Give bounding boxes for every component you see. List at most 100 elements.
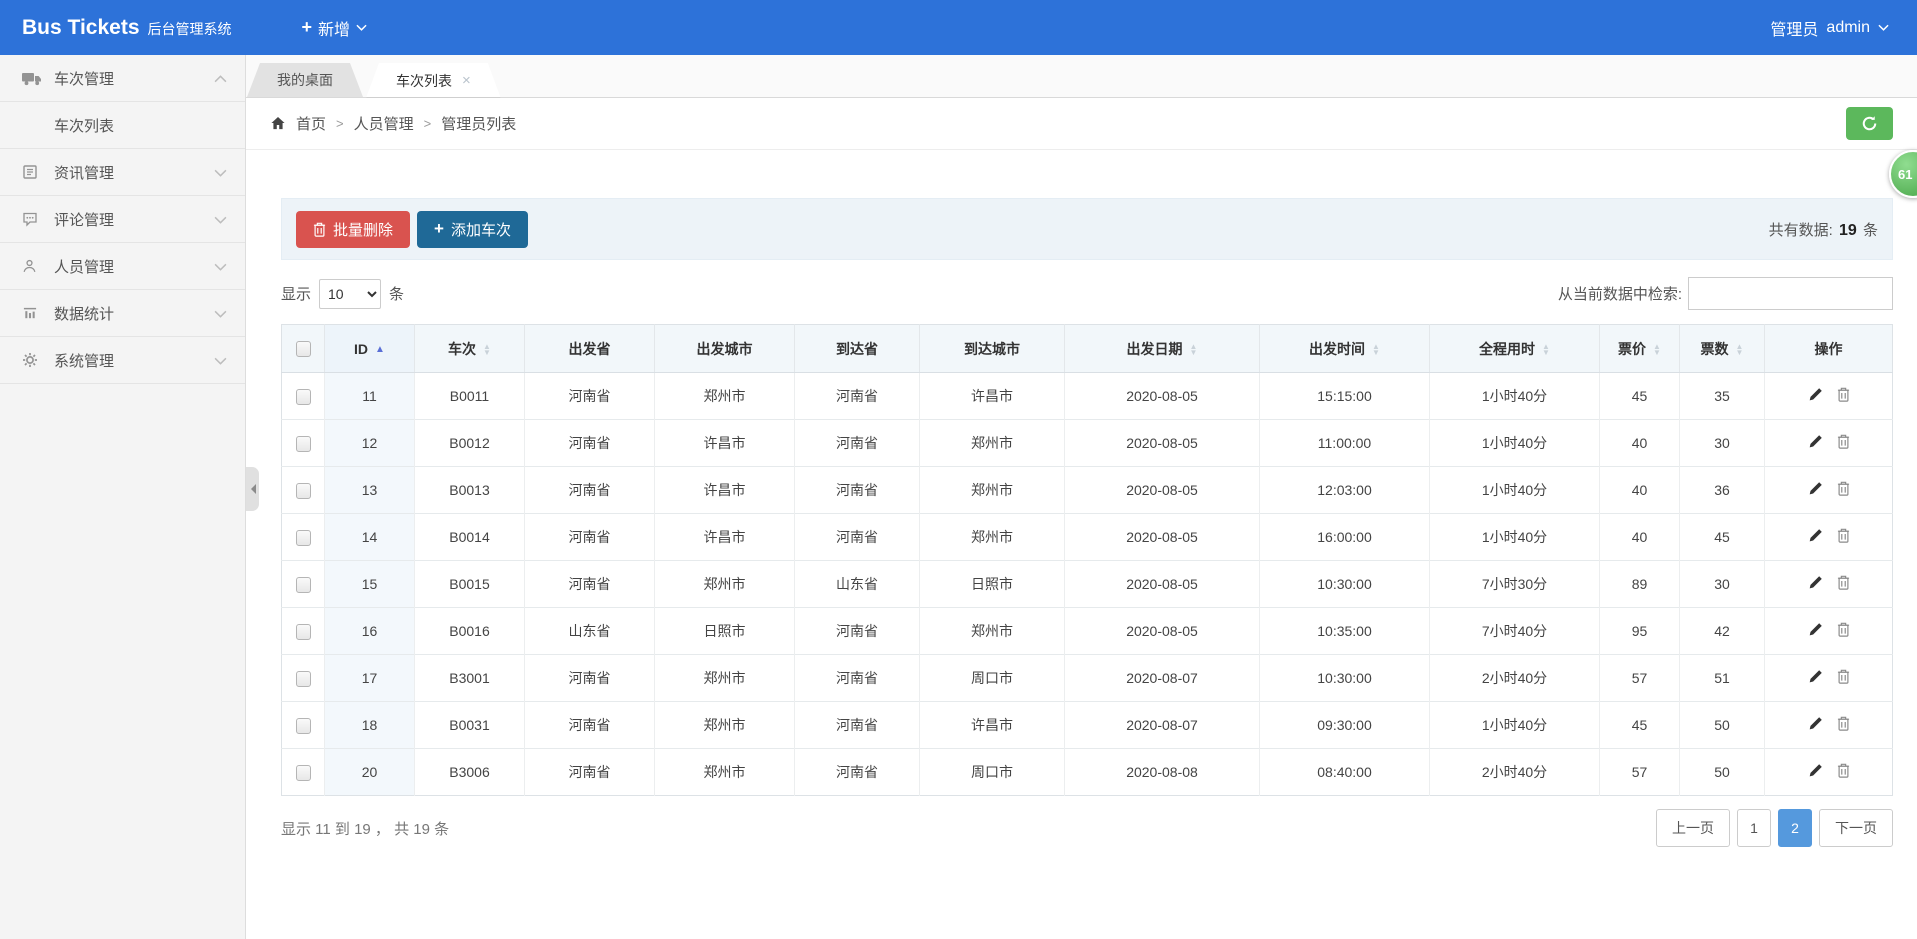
- sidebar-item-data-statistics[interactable]: 数据统计: [0, 290, 245, 337]
- cell: 18: [324, 701, 415, 749]
- delete-button[interactable]: [1830, 573, 1857, 595]
- edit-button[interactable]: [1801, 714, 1830, 736]
- column-header-2: 出发省: [524, 324, 655, 373]
- column-header-8[interactable]: 全程用时 ▲ ▼: [1429, 324, 1600, 373]
- sidebar-item-label: 系统管理: [54, 352, 115, 370]
- cell: 16: [324, 607, 415, 655]
- delete-button[interactable]: [1830, 479, 1857, 501]
- cell: 河南省: [524, 513, 655, 561]
- row-checkbox[interactable]: [295, 670, 311, 687]
- delete-button[interactable]: [1830, 526, 1857, 548]
- cell: 40: [1599, 466, 1680, 514]
- cell: 河南省: [794, 748, 920, 796]
- sidebar-item-personnel-management[interactable]: 人员管理: [0, 243, 245, 290]
- row-checkbox[interactable]: [295, 623, 311, 640]
- page-button-1[interactable]: 1: [1737, 809, 1771, 847]
- tab-schedule-list[interactable]: 车次列表 ×: [366, 63, 501, 98]
- page-size-select[interactable]: 10: [319, 278, 382, 309]
- column-header-9[interactable]: 票价 ▲ ▼: [1599, 324, 1680, 373]
- cell: 河南省: [794, 513, 920, 561]
- prev-page-button[interactable]: 上一页: [1656, 809, 1730, 847]
- column-header-1[interactable]: 车次 ▲ ▼: [414, 324, 525, 373]
- search-input[interactable]: [1688, 277, 1893, 310]
- cell: 57: [1599, 748, 1680, 796]
- breadcrumb-item[interactable]: 人员管理: [353, 116, 414, 133]
- batch-delete-button[interactable]: 批量删除: [296, 210, 411, 248]
- delete-button[interactable]: [1830, 432, 1857, 454]
- cell: 95: [1599, 607, 1680, 655]
- cell: 1小时40分: [1429, 419, 1600, 467]
- row-actions: [1764, 466, 1893, 514]
- edit-button[interactable]: [1801, 479, 1830, 501]
- edit-button[interactable]: [1801, 667, 1830, 689]
- gear-icon: [22, 351, 44, 369]
- refresh-button[interactable]: [1846, 107, 1893, 140]
- row-actions: [1764, 560, 1893, 608]
- row-checkbox[interactable]: [295, 482, 311, 499]
- delete-button[interactable]: [1830, 667, 1857, 689]
- sidebar: 车次管理车次列表资讯管理 评论管理 人员管理 数据统计系统管理: [0, 55, 246, 939]
- next-page-button[interactable]: 下一页: [1819, 809, 1893, 847]
- row-checkbox[interactable]: [295, 388, 311, 405]
- cell: 30: [1679, 560, 1765, 608]
- row-checkbox[interactable]: [295, 717, 311, 734]
- table-row: 12 B0012 河南省 许昌市 河南省 郑州市 2020-08-05 11:00:00 1小时…: [281, 419, 1893, 467]
- sidebar-item-news-management[interactable]: 资讯管理: [0, 149, 245, 196]
- delete-button[interactable]: [1830, 761, 1857, 783]
- show-unit-label: 条: [389, 286, 405, 303]
- sidebar-item-schedule-list[interactable]: 车次列表: [0, 102, 245, 148]
- page-button-2[interactable]: 2: [1778, 809, 1812, 847]
- sidebar-subitem-label: 车次列表: [54, 117, 115, 135]
- delete-button[interactable]: [1830, 714, 1857, 736]
- cell: 河南省: [524, 701, 655, 749]
- table-row: 11 B0011 河南省 郑州市 河南省 许昌市 2020-08-05 15:15:00 1小时…: [281, 372, 1893, 420]
- edit-button[interactable]: [1801, 385, 1830, 407]
- row-checkbox[interactable]: [295, 435, 311, 452]
- add-schedule-button[interactable]: + 添加车次: [417, 210, 528, 248]
- edit-button[interactable]: [1801, 573, 1830, 595]
- row-checkbox[interactable]: [295, 529, 311, 546]
- sidebar-item-schedule-management[interactable]: 车次管理: [0, 55, 245, 102]
- column-header-10[interactable]: 票数 ▲ ▼: [1679, 324, 1765, 373]
- column-label: 到达城市: [964, 340, 1020, 357]
- column-header-11: 操作: [1764, 324, 1893, 373]
- chevron-down-icon: [214, 211, 227, 228]
- delete-button[interactable]: [1830, 385, 1857, 407]
- edit-button[interactable]: [1801, 761, 1830, 783]
- row-checkbox[interactable]: [295, 576, 311, 593]
- cell: 7小时30分: [1429, 560, 1600, 608]
- select-all-checkbox[interactable]: [295, 341, 311, 358]
- delete-button[interactable]: [1830, 620, 1857, 642]
- column-label: 票数: [1700, 340, 1729, 357]
- column-header-0[interactable]: ID ▲: [324, 324, 415, 373]
- cell: 郑州市: [654, 654, 795, 702]
- tab-my-desktop[interactable]: 我的桌面: [247, 63, 363, 97]
- user-role-label: 管理员: [1770, 21, 1819, 39]
- column-header-6[interactable]: 出发日期 ▲ ▼: [1064, 324, 1260, 373]
- cell: 2020-08-07: [1064, 701, 1260, 749]
- cell: 1小时40分: [1429, 466, 1600, 514]
- cell: 日照市: [654, 607, 795, 655]
- edit-button[interactable]: [1801, 526, 1830, 548]
- row-checkbox[interactable]: [295, 764, 311, 781]
- column-label: ID: [354, 340, 369, 357]
- sidebar-collapse-handle[interactable]: [246, 467, 259, 511]
- tab-bar: 我的桌面 车次列表 ×: [246, 55, 1917, 98]
- column-label: 全程用时: [1479, 340, 1536, 357]
- edit-button[interactable]: [1801, 620, 1830, 642]
- cell: 1小时40分: [1429, 513, 1600, 561]
- add-new-menu[interactable]: + 新增: [302, 16, 368, 40]
- chart-icon: [22, 304, 44, 322]
- cell: 河南省: [524, 748, 655, 796]
- cell: 09:30:00: [1259, 701, 1430, 749]
- column-header-7[interactable]: 出发时间 ▲ ▼: [1259, 324, 1430, 373]
- sidebar-item-system-management[interactable]: 系统管理: [0, 337, 245, 384]
- breadcrumb-home[interactable]: 首页: [296, 116, 327, 133]
- sidebar-item-comment-management[interactable]: 评论管理: [0, 196, 245, 243]
- top-navbar: Bus Tickets 后台管理系统 + 新增 管理员 admin: [0, 0, 1917, 55]
- user-menu[interactable]: 管理员 admin: [1770, 16, 1889, 40]
- edit-button[interactable]: [1801, 432, 1830, 454]
- user-icon: [22, 257, 44, 275]
- close-icon[interactable]: ×: [462, 72, 471, 89]
- table-row: 17 B3001 河南省 郑州市 河南省 周口市 2020-08-07 10:30:00 2小时…: [281, 654, 1893, 702]
